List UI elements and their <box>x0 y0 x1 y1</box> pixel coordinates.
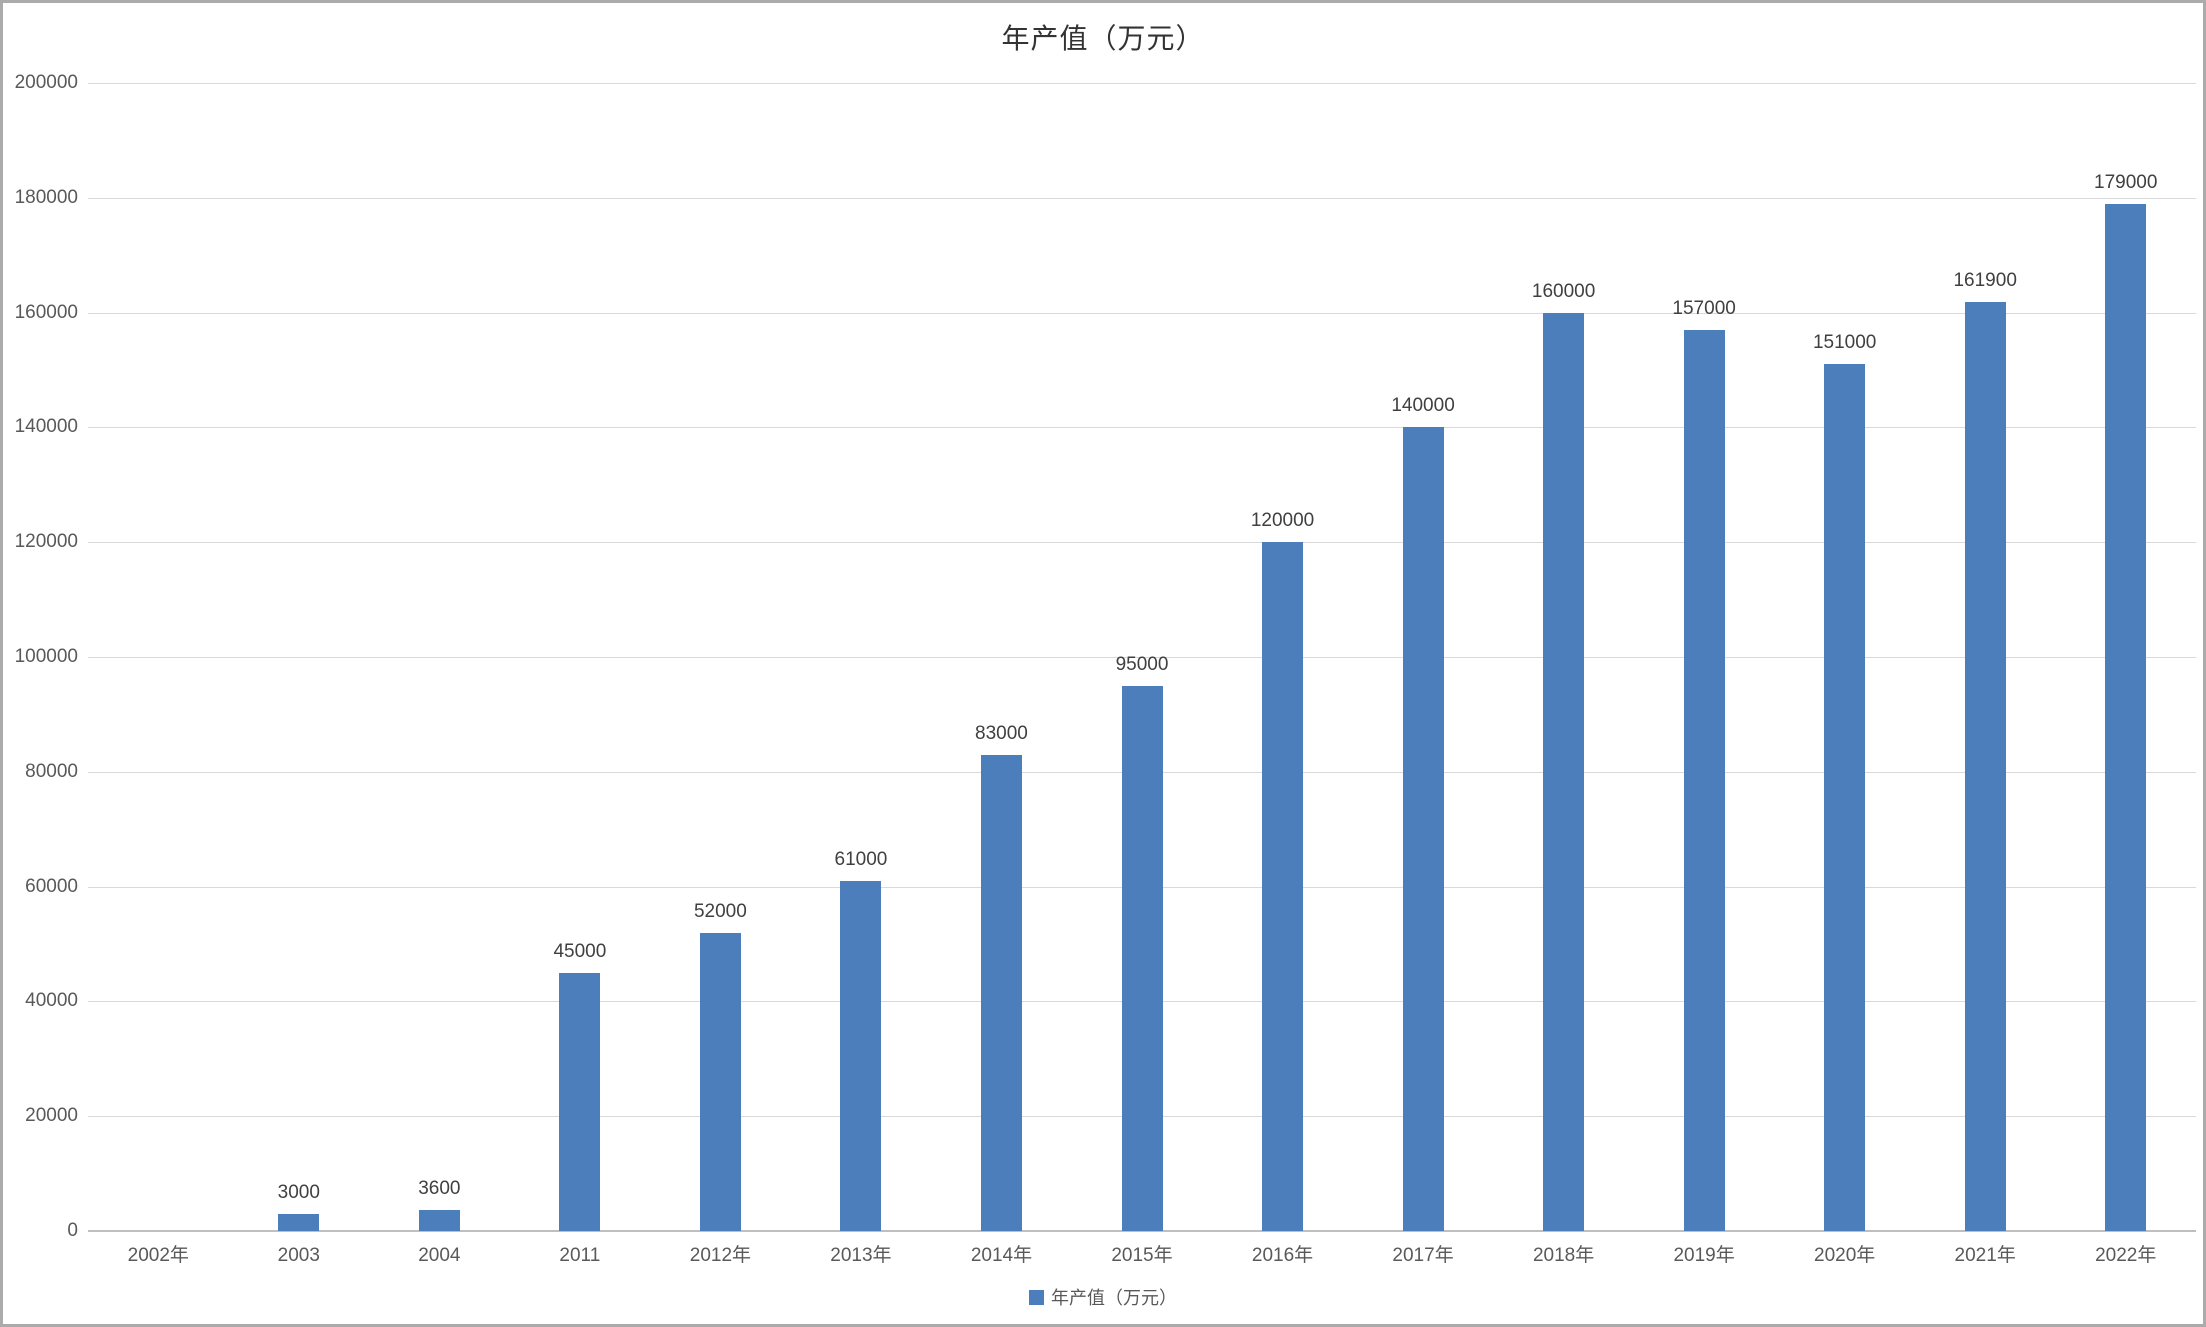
bar-2016年 <box>1262 542 1304 1231</box>
chart-title: 年产值（万元） <box>1001 22 1205 55</box>
y-tick-label: 20000 <box>25 1105 78 1127</box>
y-tick-label: 60000 <box>25 875 78 897</box>
x-axis-line <box>88 1230 2196 1232</box>
bar-2020年 <box>1824 364 1866 1231</box>
gridline <box>88 197 2196 199</box>
gridline <box>88 427 2196 429</box>
y-tick-label: 160000 <box>14 301 78 323</box>
y-tick-label: 180000 <box>14 186 78 208</box>
value-label-2017年: 140000 <box>1391 395 1455 417</box>
y-tick-label: 140000 <box>14 416 78 438</box>
value-label-2014年: 83000 <box>975 722 1028 744</box>
x-category-label: 2021年 <box>1954 1245 2016 1266</box>
bar-2011 <box>559 972 601 1231</box>
gridline <box>88 657 2196 658</box>
value-label-2012年: 52000 <box>693 900 747 922</box>
x-category-label: 2012年 <box>689 1245 752 1266</box>
bar-2003 <box>278 1213 320 1231</box>
gridline <box>88 542 2196 544</box>
value-label-2021年: 161900 <box>1953 269 2017 291</box>
bar-2015年 <box>1121 685 1163 1231</box>
x-category-label: 2011 <box>559 1245 601 1266</box>
bar-2004 <box>418 1210 460 1231</box>
legend-label: 年产值（万元） <box>1051 1288 1177 1308</box>
x-category-label: 2015年 <box>1111 1245 1173 1266</box>
value-label-2003: 3000 <box>277 1181 320 1203</box>
x-category-label: 2014年 <box>970 1245 1033 1266</box>
x-category-label: 2004 <box>418 1245 461 1266</box>
value-label-2004: 3600 <box>418 1178 461 1200</box>
value-label-2022年: 179000 <box>2094 171 2158 193</box>
y-tick-label: 200000 <box>14 72 78 93</box>
y-tick-label: 40000 <box>25 990 78 1012</box>
gridline <box>88 312 2196 314</box>
legend-swatch-icon <box>1029 1289 1044 1305</box>
y-tick-label: 80000 <box>25 760 78 782</box>
x-category-label: 2016年 <box>1251 1245 1314 1266</box>
y-tick-label: 0 <box>67 1220 78 1241</box>
value-label-2011: 45000 <box>553 940 607 962</box>
bar-2013年 <box>840 880 882 1231</box>
bar-2014年 <box>980 754 1022 1231</box>
x-category-label: 2013年 <box>830 1245 892 1266</box>
value-label-2013年: 61000 <box>834 848 888 870</box>
x-category-label: 2018年 <box>1532 1245 1595 1266</box>
y-tick-label: 100000 <box>14 646 78 667</box>
x-category-label: 2019年 <box>1673 1245 1735 1266</box>
bar-2019年 <box>1683 329 1725 1231</box>
value-label-2019年: 157000 <box>1672 297 1736 319</box>
value-label-2016年: 120000 <box>1250 510 1315 532</box>
bar-2021年 <box>1964 301 2006 1231</box>
plot-area: 3000 3600 45000 52000 61000 83000 95000 120000 1… <box>88 83 2196 1232</box>
x-category-label: 2022年 <box>2095 1245 2157 1266</box>
value-label-2015年: 95000 <box>1115 653 1169 675</box>
bar-2022年 <box>2105 203 2147 1231</box>
bar-2017年 <box>1402 427 1444 1231</box>
bar-2018年 <box>1543 312 1585 1231</box>
x-category-label: 2003 <box>277 1245 320 1266</box>
gridline <box>88 83 2196 84</box>
x-category-label: 2017年 <box>1392 1245 1454 1266</box>
x-category-label: 2002年 <box>127 1245 189 1266</box>
legend: 年产值（万元） <box>3 1284 2203 1310</box>
value-label-2018年: 160000 <box>1531 280 1596 302</box>
value-label-2020年: 151000 <box>1812 332 1877 354</box>
x-category-label: 2020年 <box>1814 1245 1876 1266</box>
y-tick-label: 120000 <box>14 531 78 553</box>
bar-2012年 <box>699 932 741 1231</box>
